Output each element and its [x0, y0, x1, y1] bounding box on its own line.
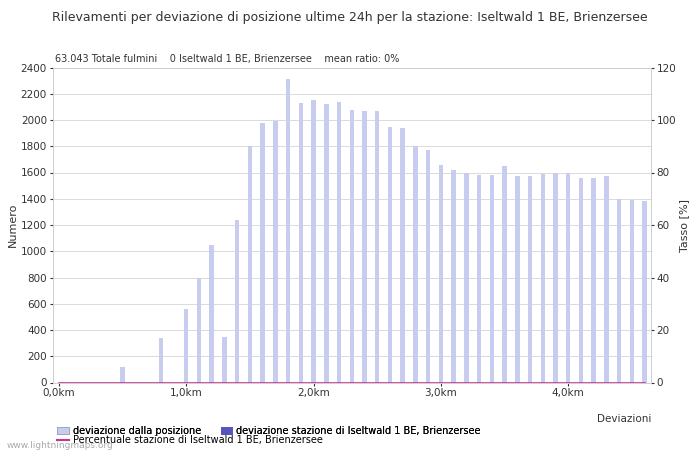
- Text: www.lightningmaps.org: www.lightningmaps.org: [7, 441, 113, 450]
- Bar: [503, 166, 507, 382]
- Bar: [388, 126, 392, 382]
- Bar: [273, 122, 278, 382]
- Bar: [604, 176, 609, 382]
- Legend: deviazione dalla posizione, deviazione stazione di Iseltwald 1 BE, Brienzersee: deviazione dalla posizione, deviazione s…: [57, 426, 481, 436]
- Bar: [184, 309, 188, 382]
- Bar: [209, 245, 214, 382]
- Bar: [120, 367, 125, 382]
- Bar: [540, 174, 545, 382]
- Bar: [426, 150, 430, 382]
- Bar: [489, 175, 494, 382]
- Bar: [324, 104, 328, 382]
- Text: Deviazioni: Deviazioni: [596, 414, 651, 424]
- Bar: [400, 128, 405, 382]
- Bar: [477, 175, 482, 382]
- Bar: [299, 103, 303, 382]
- Y-axis label: Tasso [%]: Tasso [%]: [679, 198, 689, 252]
- Bar: [222, 337, 227, 382]
- Bar: [579, 178, 583, 382]
- Bar: [260, 122, 265, 382]
- Bar: [464, 172, 468, 382]
- Bar: [592, 178, 596, 382]
- Bar: [566, 172, 570, 382]
- Bar: [439, 165, 443, 382]
- Bar: [643, 202, 647, 382]
- Bar: [452, 170, 456, 382]
- Bar: [349, 109, 354, 382]
- Bar: [158, 338, 163, 382]
- Bar: [375, 111, 379, 382]
- Legend: Percentuale stazione di Iseltwald 1 BE, Brienzersee: Percentuale stazione di Iseltwald 1 BE, …: [57, 435, 323, 445]
- Bar: [363, 111, 367, 382]
- Bar: [312, 100, 316, 382]
- Bar: [528, 176, 532, 382]
- Bar: [286, 79, 290, 382]
- Bar: [248, 146, 252, 382]
- Bar: [630, 200, 634, 382]
- Text: 63.043 Totale fulmini    0 Iseltwald 1 BE, Brienzersee    mean ratio: 0%: 63.043 Totale fulmini 0 Iseltwald 1 BE, …: [55, 54, 400, 64]
- Bar: [337, 102, 341, 382]
- Bar: [413, 146, 418, 382]
- Bar: [515, 176, 519, 382]
- Text: Rilevamenti per deviazione di posizione ultime 24h per la stazione: Iseltwald 1 : Rilevamenti per deviazione di posizione …: [52, 11, 648, 24]
- Bar: [553, 172, 558, 382]
- Y-axis label: Numero: Numero: [8, 203, 18, 247]
- Bar: [617, 199, 622, 382]
- Bar: [235, 220, 239, 382]
- Bar: [197, 278, 201, 382]
